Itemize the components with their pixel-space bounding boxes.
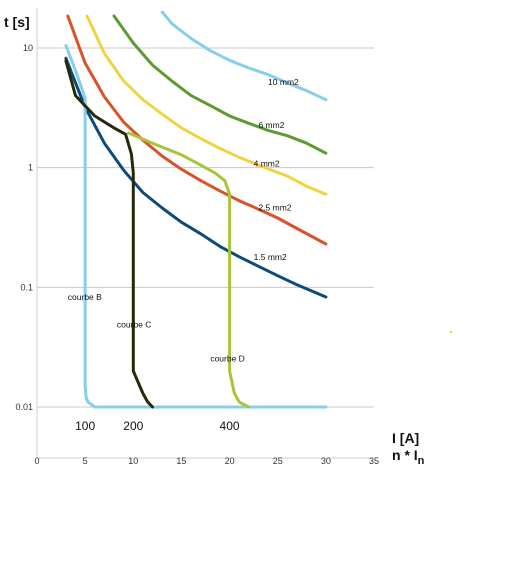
y-axis-title: t [s] xyxy=(4,14,30,30)
series-label-courbe-b: courbe B xyxy=(68,292,102,302)
series-label-10-mm2: 10 mm2 xyxy=(268,77,299,87)
label-layer: 10 mm2 6 mm2 4 mm2 2.5 mm2 1.5 mm2 courbe B co… xyxy=(68,77,452,433)
x-tick-label-0: 0 xyxy=(34,456,39,466)
current-label-400: 400 xyxy=(220,419,240,433)
series-line-1-5-mm2 xyxy=(64,56,328,299)
series-label-2-5-mm2: 2.5 mm2 xyxy=(258,202,291,212)
x-axis-title: I [A] xyxy=(392,430,419,446)
series-line-4-mm2 xyxy=(85,14,328,196)
series-line-6-mm2 xyxy=(112,14,328,155)
series-label-6-mm2: 6 mm2 xyxy=(258,120,284,130)
x-tick-label-35: 35 xyxy=(369,456,379,466)
x-tick-label-20: 20 xyxy=(225,456,235,466)
series-line-courbe-b xyxy=(64,44,328,409)
series-line-10-mm2 xyxy=(160,10,328,102)
series-label-courbe-d: courbe D xyxy=(210,354,245,364)
series-label-courbe-c: courbe C xyxy=(117,320,152,330)
y-tick-label-0-01: 0.01 xyxy=(15,402,33,412)
y-tick-label-10: 10 xyxy=(23,43,33,53)
series-layer xyxy=(64,10,328,409)
y-tick-label-0-1: 0.1 xyxy=(20,282,33,292)
x-axis-subtitle-sub: n xyxy=(418,455,425,467)
current-label-200: 200 xyxy=(123,419,143,433)
x-tick-label-10: 10 xyxy=(128,456,138,466)
x-tick-label-5: 5 xyxy=(83,456,88,466)
series-line-courbe-c xyxy=(64,59,154,409)
y-tick-label-1: 1 xyxy=(28,163,33,173)
x-axis-subtitle-main: n * I xyxy=(392,447,418,463)
x-tick-label-25: 25 xyxy=(273,456,283,466)
series-label-4-mm2: 4 mm2 xyxy=(254,159,280,169)
current-label-100: 100 xyxy=(75,419,95,433)
x-tick-label-15: 15 xyxy=(176,456,186,466)
series-line-courbe-d xyxy=(127,131,251,409)
stray-mark xyxy=(450,331,452,333)
series-label-1-5-mm2: 1.5 mm2 xyxy=(254,252,287,262)
x-axis-subtitle: n * In xyxy=(392,447,425,467)
x-tick-label-30: 30 xyxy=(321,456,331,466)
series-line-2-5-mm2 xyxy=(66,14,328,246)
